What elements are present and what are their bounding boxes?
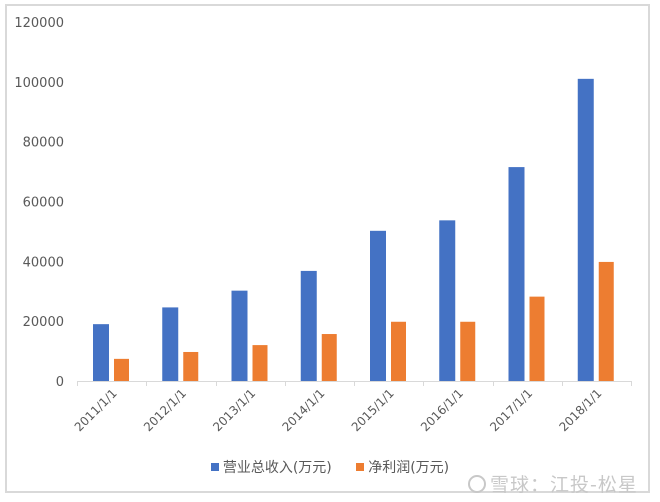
bar-net-profit: [391, 321, 406, 381]
y-tick-label: 80000: [23, 136, 64, 151]
bar-net-profit: [598, 261, 614, 381]
y-tick-label: 60000: [23, 196, 64, 211]
legend-swatch-revenue: [210, 463, 219, 471]
x-axis: 2011/1/1 2012/1/1 2013/1/1 2014/1/1 2015/1/1…: [72, 381, 632, 434]
y-tick-label: 20000: [23, 315, 64, 330]
chart-frame: [5, 4, 650, 493]
bar-revenue: [439, 220, 456, 381]
bar-net-profit: [252, 345, 268, 381]
bar-revenue: [231, 290, 248, 381]
x-tick-label: 2016/1/1: [418, 386, 466, 434]
bar-revenue: [162, 307, 179, 381]
x-tick-label: 2012/1/1: [141, 386, 189, 434]
watermark: 雪球：江投-松星: [468, 470, 638, 497]
y-tick-label: 0: [56, 375, 64, 390]
x-tick-label: 2015/1/1: [349, 386, 397, 434]
bar-revenue: [508, 167, 525, 381]
x-tick-label: 2014/1/1: [279, 386, 327, 434]
chart-legend: 营业总收入(万元) 净利润(万元): [0, 457, 660, 477]
y-axis: 0 20000 40000 60000 80000 100000 120000: [14, 16, 64, 390]
bar-net-profit: [321, 334, 337, 381]
legend-label-revenue: 营业总收入(万元): [222, 460, 332, 476]
x-tick-label: 2018/1/1: [556, 386, 604, 434]
x-tick-label: 2013/1/1: [210, 386, 258, 434]
legend-swatch-net-profit: [356, 463, 365, 471]
bar-net-profit: [114, 358, 129, 381]
bar-net-profit: [460, 321, 476, 381]
y-tick-label: 120000: [14, 16, 64, 31]
xueqiu-logo-icon: [468, 475, 486, 493]
bar-revenue: [370, 230, 386, 381]
bar-net-profit: [529, 296, 545, 381]
x-tick-label: 2017/1/1: [487, 386, 535, 434]
bar-revenue: [300, 270, 317, 381]
y-tick-label: 40000: [23, 255, 64, 270]
x-tick-label: 2011/1/1: [72, 386, 120, 434]
bar-revenue: [577, 78, 594, 381]
legend-item-revenue: 营业总收入(万元): [210, 457, 332, 477]
watermark-text: 雪球：江投-松星: [490, 474, 638, 496]
legend-label-net-profit: 净利润(万元): [368, 460, 450, 476]
legend-item-net-profit: 净利润(万元): [356, 457, 449, 477]
y-tick-label: 100000: [14, 76, 64, 91]
bar-series: [93, 78, 614, 381]
bar-net-profit: [183, 351, 199, 381]
bar-revenue: [93, 324, 109, 381]
